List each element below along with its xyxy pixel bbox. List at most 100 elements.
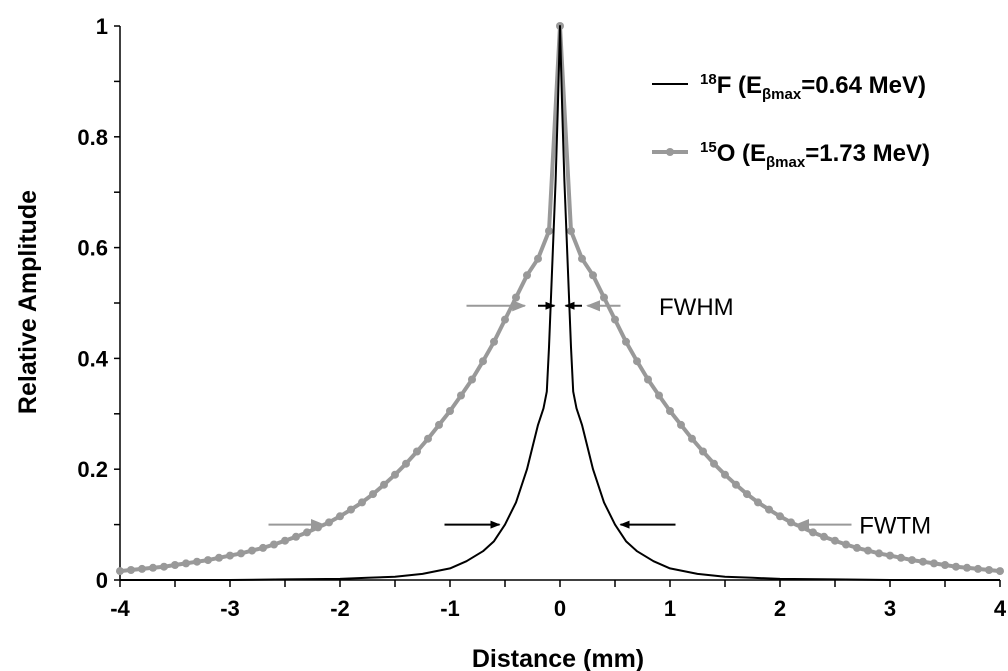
data-point	[655, 391, 663, 400]
x-tick-label: 0	[554, 596, 566, 621]
legend-o15-sup: 15	[700, 139, 717, 156]
data-point	[688, 434, 696, 443]
data-point	[996, 567, 1004, 576]
data-point	[380, 480, 388, 489]
legend-o15-main: O (E	[717, 140, 766, 167]
data-point	[391, 470, 399, 479]
x-tick-label: 3	[884, 596, 896, 621]
data-point	[248, 546, 256, 555]
data-point	[787, 518, 795, 527]
data-point	[809, 528, 817, 537]
data-point	[259, 543, 267, 552]
y-tick-label: 0.6	[77, 236, 108, 261]
x-tick-label: -3	[220, 596, 240, 621]
data-point	[633, 357, 641, 366]
data-point	[534, 254, 542, 263]
data-point	[567, 227, 575, 235]
data-point	[336, 512, 344, 521]
data-point	[952, 562, 960, 571]
data-point	[457, 391, 465, 400]
data-point	[985, 566, 993, 574]
legend-f18-tail: =0.64 MeV)	[801, 72, 926, 99]
x-tick-label: 2	[774, 596, 786, 621]
series-layer	[116, 22, 1004, 581]
data-point	[116, 567, 124, 576]
annotation-label-fwhm: FWHM	[659, 294, 734, 321]
data-point	[721, 470, 729, 479]
data-point	[490, 337, 498, 346]
data-point	[204, 556, 212, 565]
legend-f18-main: F (E	[717, 72, 762, 99]
x-tick-label: -2	[330, 596, 350, 621]
data-point	[897, 553, 905, 562]
x-tick-label: -1	[440, 596, 460, 621]
data-point	[875, 549, 883, 558]
data-point	[919, 557, 927, 566]
data-point	[776, 512, 784, 521]
data-point	[303, 528, 311, 537]
data-point	[974, 564, 982, 573]
data-point	[160, 562, 168, 571]
legend-marker-o15	[666, 148, 674, 156]
data-point	[930, 559, 938, 568]
legend-f18-sub: βmax	[762, 86, 802, 103]
legend-o15-tail: =1.73 MeV)	[805, 140, 930, 167]
data-point	[666, 407, 674, 415]
data-point	[831, 536, 839, 545]
data-point	[237, 549, 245, 558]
data-point	[853, 543, 861, 552]
data-point	[468, 375, 476, 384]
data-point	[479, 357, 487, 366]
data-point	[435, 420, 443, 429]
data-point	[765, 505, 773, 514]
data-point	[149, 563, 157, 572]
data-point	[600, 293, 608, 302]
y-axis-label: Relative Amplitude	[14, 190, 42, 414]
legend-f18-sup: 18	[700, 71, 717, 88]
data-point	[402, 459, 410, 468]
x-tick-label: -4	[110, 596, 130, 621]
data-point	[589, 271, 597, 280]
data-point	[699, 447, 707, 456]
data-point	[941, 561, 949, 569]
data-point	[732, 480, 740, 489]
legend-o15-sub: βmax	[766, 154, 806, 171]
data-point	[710, 459, 718, 468]
x-tick-label: 4	[994, 596, 1007, 621]
legend-label-o15: 15O (Eβmax=1.73 MeV)	[700, 139, 930, 171]
data-point	[193, 557, 201, 566]
data-point	[820, 532, 828, 541]
annotation-layer: FWHM FWTM	[268, 294, 931, 540]
data-point	[215, 553, 223, 562]
data-point	[842, 540, 850, 549]
data-point	[545, 227, 553, 235]
data-point	[413, 447, 421, 456]
data-point	[644, 375, 652, 384]
data-point	[226, 551, 234, 560]
y-tick-label: 0	[96, 568, 108, 593]
data-point	[347, 505, 355, 514]
data-point	[424, 434, 432, 443]
legend-label-f18: 18F (Eβmax=0.64 MeV)	[700, 71, 926, 103]
data-point	[886, 551, 894, 560]
data-point	[358, 498, 366, 507]
series-line-f-18	[120, 25, 1000, 581]
data-point	[963, 563, 971, 572]
series-line-o-15	[119, 24, 1001, 574]
data-point	[677, 420, 685, 429]
data-point	[138, 564, 146, 573]
legend: 18F (Eβmax=0.64 MeV) 15O (Eβmax=1.73 MeV…	[652, 71, 930, 171]
data-point	[743, 490, 751, 499]
data-point	[270, 540, 278, 549]
data-point	[611, 315, 619, 324]
data-point	[182, 559, 190, 568]
data-point	[292, 532, 300, 541]
data-point	[512, 293, 520, 302]
data-point	[622, 337, 630, 346]
data-point	[127, 566, 135, 574]
annotation-label-fwtm: FWTM	[859, 513, 931, 540]
y-tick-label: 0.8	[77, 125, 108, 150]
data-point	[281, 536, 289, 545]
y-tick-label: 1	[96, 14, 108, 39]
data-point	[754, 498, 762, 507]
